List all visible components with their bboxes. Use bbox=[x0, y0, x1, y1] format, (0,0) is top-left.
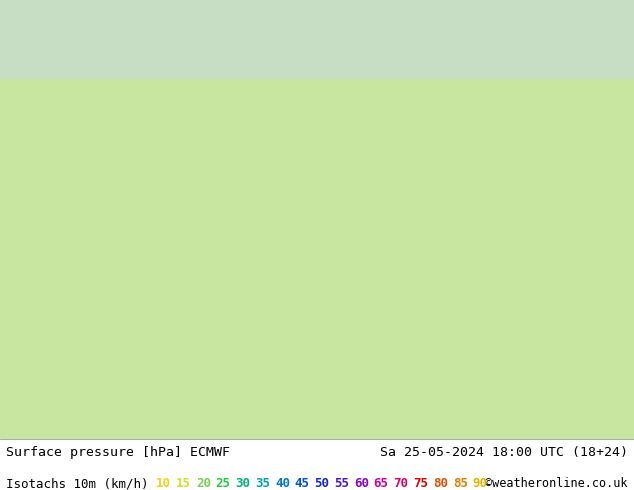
Text: Surface pressure [hPa] ECMWF: Surface pressure [hPa] ECMWF bbox=[6, 446, 230, 459]
Text: 55: 55 bbox=[334, 477, 349, 490]
Text: ©weatheronline.co.uk: ©weatheronline.co.uk bbox=[485, 477, 628, 490]
Text: 35: 35 bbox=[255, 477, 270, 490]
Text: 90: 90 bbox=[472, 477, 488, 490]
Text: 10: 10 bbox=[157, 477, 171, 490]
Text: 60: 60 bbox=[354, 477, 369, 490]
Text: 80: 80 bbox=[433, 477, 448, 490]
Text: 20: 20 bbox=[196, 477, 211, 490]
Text: 75: 75 bbox=[413, 477, 429, 490]
Bar bbox=[0, 0, 634, 79]
Text: 50: 50 bbox=[314, 477, 330, 490]
Text: 70: 70 bbox=[394, 477, 408, 490]
Text: 45: 45 bbox=[295, 477, 309, 490]
Text: Sa 25-05-2024 18:00 UTC (18+24): Sa 25-05-2024 18:00 UTC (18+24) bbox=[380, 446, 628, 459]
Text: 30: 30 bbox=[235, 477, 250, 490]
Text: 15: 15 bbox=[176, 477, 191, 490]
Text: Isotachs 10m (km/h): Isotachs 10m (km/h) bbox=[6, 477, 149, 490]
Text: 25: 25 bbox=[216, 477, 231, 490]
Text: 40: 40 bbox=[275, 477, 290, 490]
Text: 85: 85 bbox=[453, 477, 468, 490]
Text: 65: 65 bbox=[373, 477, 389, 490]
